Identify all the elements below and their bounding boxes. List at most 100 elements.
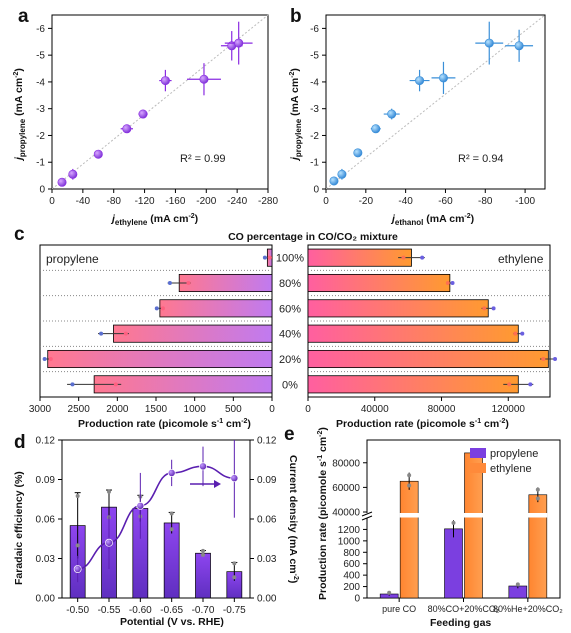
y-tick-label: 0.00 [36,594,56,605]
ethylene-bar [399,480,419,599]
x-tick-label: -0.50 [66,605,89,616]
panel-d-ylabel-right-close: ) [287,580,299,584]
y-tick-label: 600 [343,559,360,570]
x-tick-label: 120000 [492,404,526,415]
panel-d-ylabel-right-main: Current density (mA cm [287,455,299,574]
panel-a: 0 -40 -80 -120 -160 -200 -240 -280 0 -1 -2 -3 -4 -5 -6… [13,14,278,227]
panel-c-left-xlabel-close: ) [247,418,251,430]
x-tick-label: 0 [269,404,275,415]
ethylene-sample-dot [445,281,450,285]
ethylene-sample-dot [520,331,525,336]
ethylene-sample-dot [507,382,512,387]
bar-sample-dot [201,552,205,557]
panel-e-ylabel: Production rate (picomole s-1 cm-2) [317,427,329,600]
panel-d-ylabel-right: Current density (mA cm-2) [287,455,299,583]
panel-b-ylabel-sup: -2 [289,71,296,77]
ethylene-sample-dot [528,382,533,387]
panel-b-guide-line [325,14,546,190]
panel-d-arrow-head [214,480,221,488]
panel-c: CO percentage in CO/CO₂ mixture 100% 80% 6… [29,231,558,430]
data-point [68,169,78,179]
ethylene-sample-dot [407,473,412,478]
y-tick-label: -1 [36,158,45,169]
panel-d-ylabel-right-sup: -2 [292,574,299,580]
x-tick-label: -0.65 [160,605,183,616]
panel-a-xlabel: jethylene (mA cm-2) [110,213,198,227]
panel-e-ylabel-sup1: -1 [317,455,324,461]
panel-e-xlabel: Feeding gas [430,617,491,629]
x-tick-label: 2500 [68,404,91,415]
ethylene-sample-dot [491,306,496,311]
current-density-point [73,565,82,573]
y-tick-label: -6 [36,24,45,35]
y-tick-label: 60000 [332,483,360,494]
panel-c-title: CO percentage in CO/CO₂ mixture [228,231,398,243]
panel-d-ticks: 0.00 0.00 0.03 0.03 0.06 0.06 0.09 0.09 0.12 0.12… [36,436,277,617]
ethylene-sample-dot [535,487,540,492]
propylene-sample-dot [267,255,272,260]
x-tick-label: -280 [258,196,278,207]
y-tick-label: 1200 [338,525,361,536]
propylene-sample-dot [123,331,128,336]
data-point [138,109,148,119]
ethylene-sample-dot [513,331,518,336]
x-tick-label: pure CO [382,604,416,614]
y-tick-label: -2 [310,131,319,142]
y-tick-label: 200 [343,582,360,593]
x-tick-label: 2000 [106,404,129,415]
propylene-bar [444,528,463,599]
panel-d-bars [69,489,243,599]
ethylene-bar [307,273,451,293]
x-tick-label: 40000 [361,404,389,415]
axis-break-gap [365,513,371,518]
panel-d: 0.00 0.00 0.03 0.03 0.06 0.06 0.09 0.09 0.12 0.12… [13,436,299,629]
panel-c-left-name: propylene [46,252,99,266]
panel-b-frame [325,14,546,190]
y-tick-label: -6 [310,24,319,35]
propylene-sample-dot [167,281,172,285]
x-tick-label: 500 [225,404,242,415]
x-tick-label: 0 [305,404,311,415]
data-point [514,41,524,51]
current-density-point [105,538,113,547]
panel-e-ylabel-sup2: -2 [317,430,324,436]
ethylene-bar [307,324,519,343]
ethylene-sample-dot [401,255,406,260]
y-tick-label: 0 [313,185,319,196]
y-tick-label: -3 [36,104,45,115]
panel-a-r2: R² = 0.99 [180,153,226,165]
y-tick-label: -5 [36,51,45,62]
y-tick-label: 0.09 [36,475,56,486]
data-point [337,169,347,179]
y-tick-label: 400 [343,571,360,582]
x-tick-label: -160 [165,196,185,207]
y-tick-label-right: 0.06 [257,515,277,526]
panel-c-right-xlabel-sup1: -1 [475,418,481,425]
propylene-sample-dot [70,382,75,387]
ethylene-bar [307,299,489,318]
y-tick-label-right: 0.12 [257,436,277,447]
panel-b-xlabel-sup: -2 [464,213,470,220]
panel-a-ylabel-j: j [13,156,25,162]
ethylene-bar [307,248,412,267]
propylene-bar [47,349,273,369]
ethylene-bar-break-gap [528,513,548,518]
panel-label-b: b [290,6,302,27]
data-point [122,124,132,134]
panel-b: 0 -20 -40 -60 -80 -100 0 -1 -2 -3 -4 -5 -6 R² = 0.94… [289,14,546,227]
data-point [93,149,103,159]
x-tick-label: -0.60 [129,605,152,616]
x-tick-label: -40 [76,196,91,207]
ethylene-bar-break-gap [464,513,483,518]
panel-a-ylabel-close: ) [13,68,25,72]
x-tick-label: -200 [196,196,216,207]
category-label: 40% [279,329,301,341]
panel-a-ylabel-unit: (mA cm [13,78,25,119]
propylene-bar [113,324,273,343]
ethylene-sample-dot [420,255,425,260]
axis-break-mark [361,515,373,521]
category-label: 20% [279,354,301,366]
panel-c-right-xlabel: Production rate (picomole s-1 cm-2) [336,418,509,430]
panel-c-left-xlabel: Production rate (picomole s-1 cm-2) [78,418,251,430]
y-tick-label: -5 [310,51,319,62]
